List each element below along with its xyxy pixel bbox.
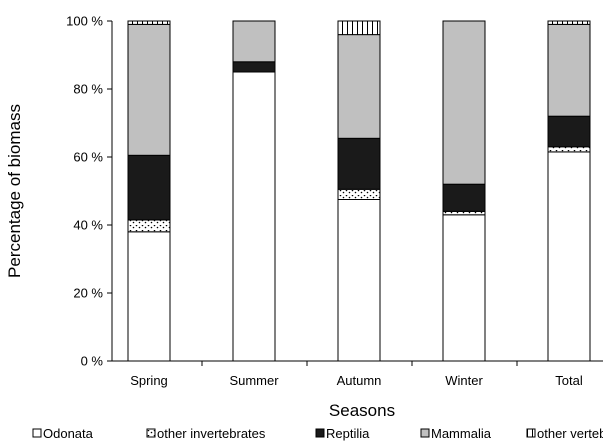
- y-axis: 0 % 20 % 40 % 60 % 80 % 100 %: [66, 14, 112, 369]
- y-tick-label: 80 %: [73, 82, 103, 97]
- x-tick-label: Autumn: [337, 373, 382, 388]
- y-tick-label: 60 %: [73, 150, 103, 165]
- legend-swatch: [315, 428, 325, 438]
- bars: [127, 20, 591, 362]
- bar-segment: [547, 146, 591, 153]
- bar-segment: [547, 115, 591, 148]
- bar-segment: [337, 188, 381, 201]
- bar-segment: [232, 61, 276, 73]
- legend-label: Reptilia: [326, 426, 370, 441]
- bar-segment: [442, 183, 486, 212]
- bar-segment: [127, 231, 171, 362]
- legend-label: Mammalia: [431, 426, 492, 441]
- bar-segment: [127, 23, 171, 156]
- legend-label: other invertebrates: [157, 426, 266, 441]
- bar-segment: [127, 219, 171, 233]
- bar-segment: [547, 151, 591, 362]
- legend-label: other vertebrates: [537, 426, 603, 441]
- legend-label: Odonata: [43, 426, 94, 441]
- x-tick-label: Total: [555, 373, 583, 388]
- bar-segment: [127, 154, 171, 221]
- x-axis: Spring Summer Autumn Winter Total: [130, 373, 583, 388]
- y-tick-label: 0 %: [81, 354, 104, 369]
- bar-segment: [337, 199, 381, 362]
- legend-swatch: [32, 428, 42, 438]
- bar-segment: [232, 20, 276, 63]
- x-tick-label: Summer: [229, 373, 279, 388]
- legend: Odonata other invertebrates Reptilia Mammal…: [32, 426, 603, 441]
- bar-segment: [232, 71, 276, 362]
- bar-segment: [337, 34, 381, 139]
- bar-segment: [337, 137, 381, 190]
- legend-swatch: [420, 428, 430, 438]
- bar-segment: [442, 214, 486, 362]
- y-axis-title: Percentage of biomass: [5, 104, 24, 278]
- bar-segment: [337, 20, 381, 36]
- x-tick-label: Winter: [445, 373, 483, 388]
- bar-segment: [442, 20, 486, 185]
- bar-segment: [127, 20, 171, 25]
- x-axis-title: Seasons: [329, 401, 395, 420]
- x-tick-label: Spring: [130, 373, 168, 388]
- y-tick-label: 40 %: [73, 218, 103, 233]
- legend-swatch: [146, 428, 156, 438]
- bar-segment: [547, 20, 591, 25]
- y-tick-label: 20 %: [73, 286, 103, 301]
- bar-segment: [547, 23, 591, 117]
- y-tick-label: 100 %: [66, 14, 103, 29]
- legend-swatch: [526, 428, 536, 438]
- bar-segment: [442, 210, 486, 216]
- axis-lines: [111, 21, 603, 366]
